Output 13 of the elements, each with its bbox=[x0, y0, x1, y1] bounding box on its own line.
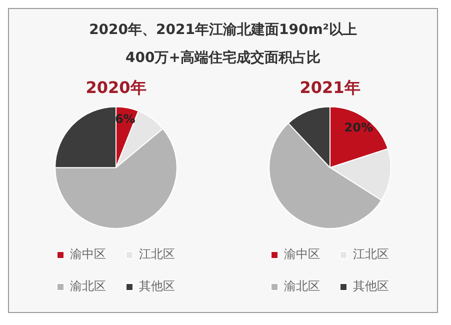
legend-label: 渝中区 bbox=[284, 247, 320, 262]
text: 2020年、2021年江渝北建面190m²以上 bbox=[88, 21, 358, 39]
chart-title: 2020年 bbox=[86, 78, 146, 97]
legend-label: 渝北区 bbox=[284, 279, 320, 294]
legend-label: 渝中区 bbox=[70, 247, 106, 262]
legend-label: 渝北区 bbox=[70, 279, 106, 294]
legend-label: 其他区 bbox=[353, 279, 389, 294]
legend-label: 其他区 bbox=[139, 279, 175, 294]
text: 400万+高端住宅成交面积占比 bbox=[124, 49, 322, 67]
legend-label: 江北区 bbox=[353, 247, 389, 262]
chart-title: 2021年 bbox=[300, 78, 360, 97]
legend-label: 江北区 bbox=[139, 247, 175, 262]
data-label: 20% bbox=[344, 120, 374, 134]
